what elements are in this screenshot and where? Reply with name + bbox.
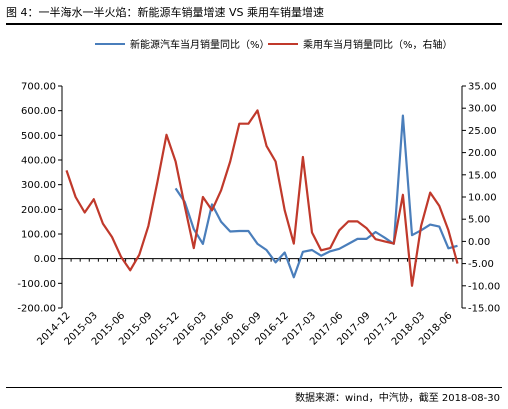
right-axis-tick-label: 35.00	[468, 82, 497, 93]
figure-title: 图 4：一半海水一半火焰：新能源车销量增速 VS 乘用车销量增速	[6, 6, 324, 19]
left-axis-tick-label: -200.00	[17, 304, 56, 315]
left-axis-tick-label: 500.00	[21, 131, 56, 142]
footer-divider	[6, 387, 502, 388]
right-axis-tick-label: -5.00	[468, 259, 494, 270]
left-axis-tick-label: -100.00	[17, 279, 56, 290]
chart-axes: -200.00 -100.00 0.00 100.00 200.00 300.00 400.…	[17, 82, 500, 348]
right-axis-tick-label: 10.00	[468, 193, 497, 204]
right-axis-tick-label: -10.00	[468, 281, 500, 292]
left-axis-tick-label: 600.00	[21, 106, 56, 117]
legend-label-passenger: 乘用车当月销量同比（%，右轴）	[303, 38, 453, 51]
right-axis-tick-label: 20.00	[468, 148, 497, 159]
left-axis-tick-label: 300.00	[21, 180, 56, 191]
left-axis-tick-label: 200.00	[21, 205, 56, 216]
series-line-passenger	[65, 109, 459, 287]
right-axis-tick-label: -15.00	[468, 304, 500, 315]
legend-label-nev: 新能源汽车当月销量同比（%）	[130, 38, 270, 51]
series-layer	[65, 109, 459, 287]
right-axis-tick-label: 25.00	[468, 126, 497, 137]
right-axis-tick-label: 15.00	[468, 170, 497, 181]
right-axis-tick-label: 5.00	[468, 215, 490, 226]
right-axis-tick-label: 30.00	[468, 104, 497, 115]
left-axis-tick-label: 400.00	[21, 156, 56, 167]
left-axis-tick-label: 0.00	[34, 254, 56, 265]
left-axis-tick-label: 100.00	[21, 230, 56, 241]
title-divider	[6, 23, 502, 25]
left-axis-tick-label: 700.00	[21, 82, 56, 93]
series-line-nev	[174, 114, 458, 279]
chart-legend: 新能源汽车当月销量同比（%） 乘用车当月销量同比（%，右轴）	[95, 38, 453, 51]
data-source-note: 数据来源：wind，中汽协，截至 2018-08-30	[295, 393, 500, 404]
right-axis-tick-label: 0.00	[468, 237, 490, 248]
